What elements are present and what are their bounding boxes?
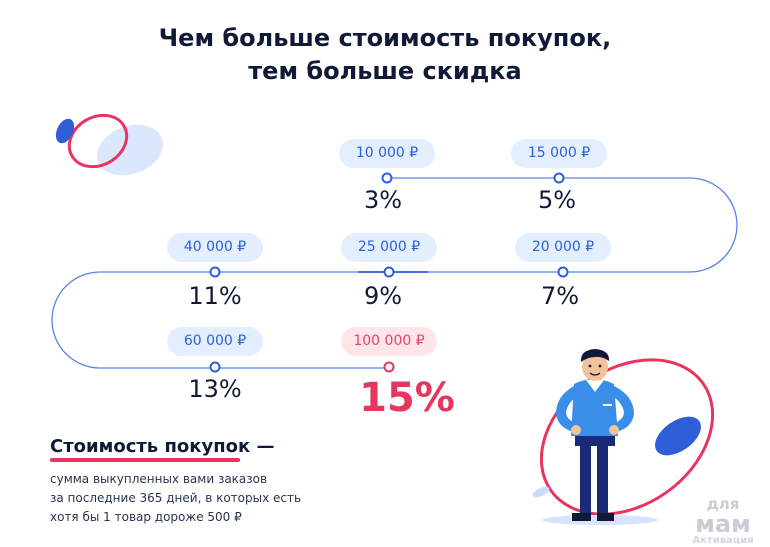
definition-line-2: за последние 365 дней, в которых есть bbox=[50, 491, 302, 505]
watermark: для мам Активация bbox=[683, 497, 763, 546]
definition-underline bbox=[50, 458, 240, 462]
page-title: Чем больше стоимость покупок, тем больше… bbox=[0, 22, 770, 88]
amount-pill-25000: 25 000 ₽ bbox=[341, 233, 437, 262]
discount-11: 11% bbox=[188, 282, 242, 310]
title-line-1: Чем больше стоимость покупок, bbox=[158, 24, 612, 52]
definition-title: Стоимость покупок — bbox=[50, 436, 275, 457]
definition-text: сумма выкупленных вами заказов за послед… bbox=[50, 470, 340, 527]
amount-pill-40000: 40 000 ₽ bbox=[167, 233, 263, 262]
amount-pill-20000: 20 000 ₽ bbox=[515, 233, 611, 262]
title-line-2: тем больше скидка bbox=[248, 57, 522, 85]
definition-line-1: сумма выкупленных вами заказов bbox=[50, 472, 268, 486]
amount-pill-60000: 60 000 ₽ bbox=[167, 327, 263, 356]
watermark-line-3: Активация bbox=[692, 535, 754, 546]
watermark-line-2: мам bbox=[695, 510, 751, 538]
watermark-line-1: для bbox=[706, 495, 740, 513]
definition-line-3: хотя бы 1 товар дороже 500 ₽ bbox=[50, 510, 242, 524]
node-60000 bbox=[209, 361, 221, 373]
amount-pill-100000: 100 000 ₽ bbox=[341, 327, 437, 356]
discount-9: 9% bbox=[363, 282, 403, 310]
node-25000 bbox=[383, 266, 395, 278]
amount-pill-15000: 15 000 ₽ bbox=[511, 139, 607, 168]
discount-3: 3% bbox=[363, 186, 403, 214]
amount-pill-10000: 10 000 ₽ bbox=[339, 139, 435, 168]
discount-7: 7% bbox=[540, 282, 580, 310]
node-20000 bbox=[557, 266, 569, 278]
node-100000 bbox=[383, 361, 395, 373]
discount-5: 5% bbox=[537, 186, 577, 214]
node-40000 bbox=[209, 266, 221, 278]
node-15000 bbox=[553, 172, 565, 184]
discount-15: 15% bbox=[359, 375, 455, 421]
node-10000 bbox=[381, 172, 393, 184]
discount-13: 13% bbox=[188, 375, 242, 403]
